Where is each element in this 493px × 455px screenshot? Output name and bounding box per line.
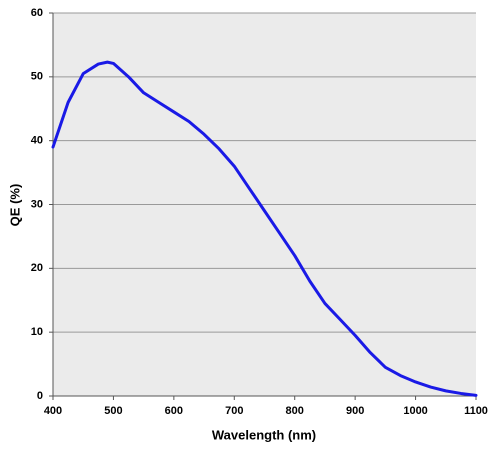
x-tick-label: 700 [225, 405, 243, 417]
x-axis-title: Wavelength (nm) [212, 427, 316, 442]
x-tick-label: 800 [286, 405, 304, 417]
y-tick-label: 20 [31, 262, 43, 274]
y-tick-label: 0 [37, 390, 43, 402]
x-tick-label: 600 [165, 405, 183, 417]
x-tick-label: 1100 [464, 405, 488, 417]
x-tick-label: 1000 [403, 405, 427, 417]
y-tick-label: 10 [31, 326, 43, 338]
y-axis-title: QE (%) [7, 184, 22, 227]
x-tick-label: 500 [104, 405, 122, 417]
data-line [51, 60, 478, 397]
x-tick-label: 400 [44, 405, 62, 417]
y-tick-label: 60 [31, 7, 43, 19]
x-tick-label: 900 [346, 405, 364, 417]
y-tick-label: 30 [31, 198, 43, 210]
y-tick-label: 40 [31, 135, 43, 147]
y-tick-label: 50 [31, 71, 43, 83]
